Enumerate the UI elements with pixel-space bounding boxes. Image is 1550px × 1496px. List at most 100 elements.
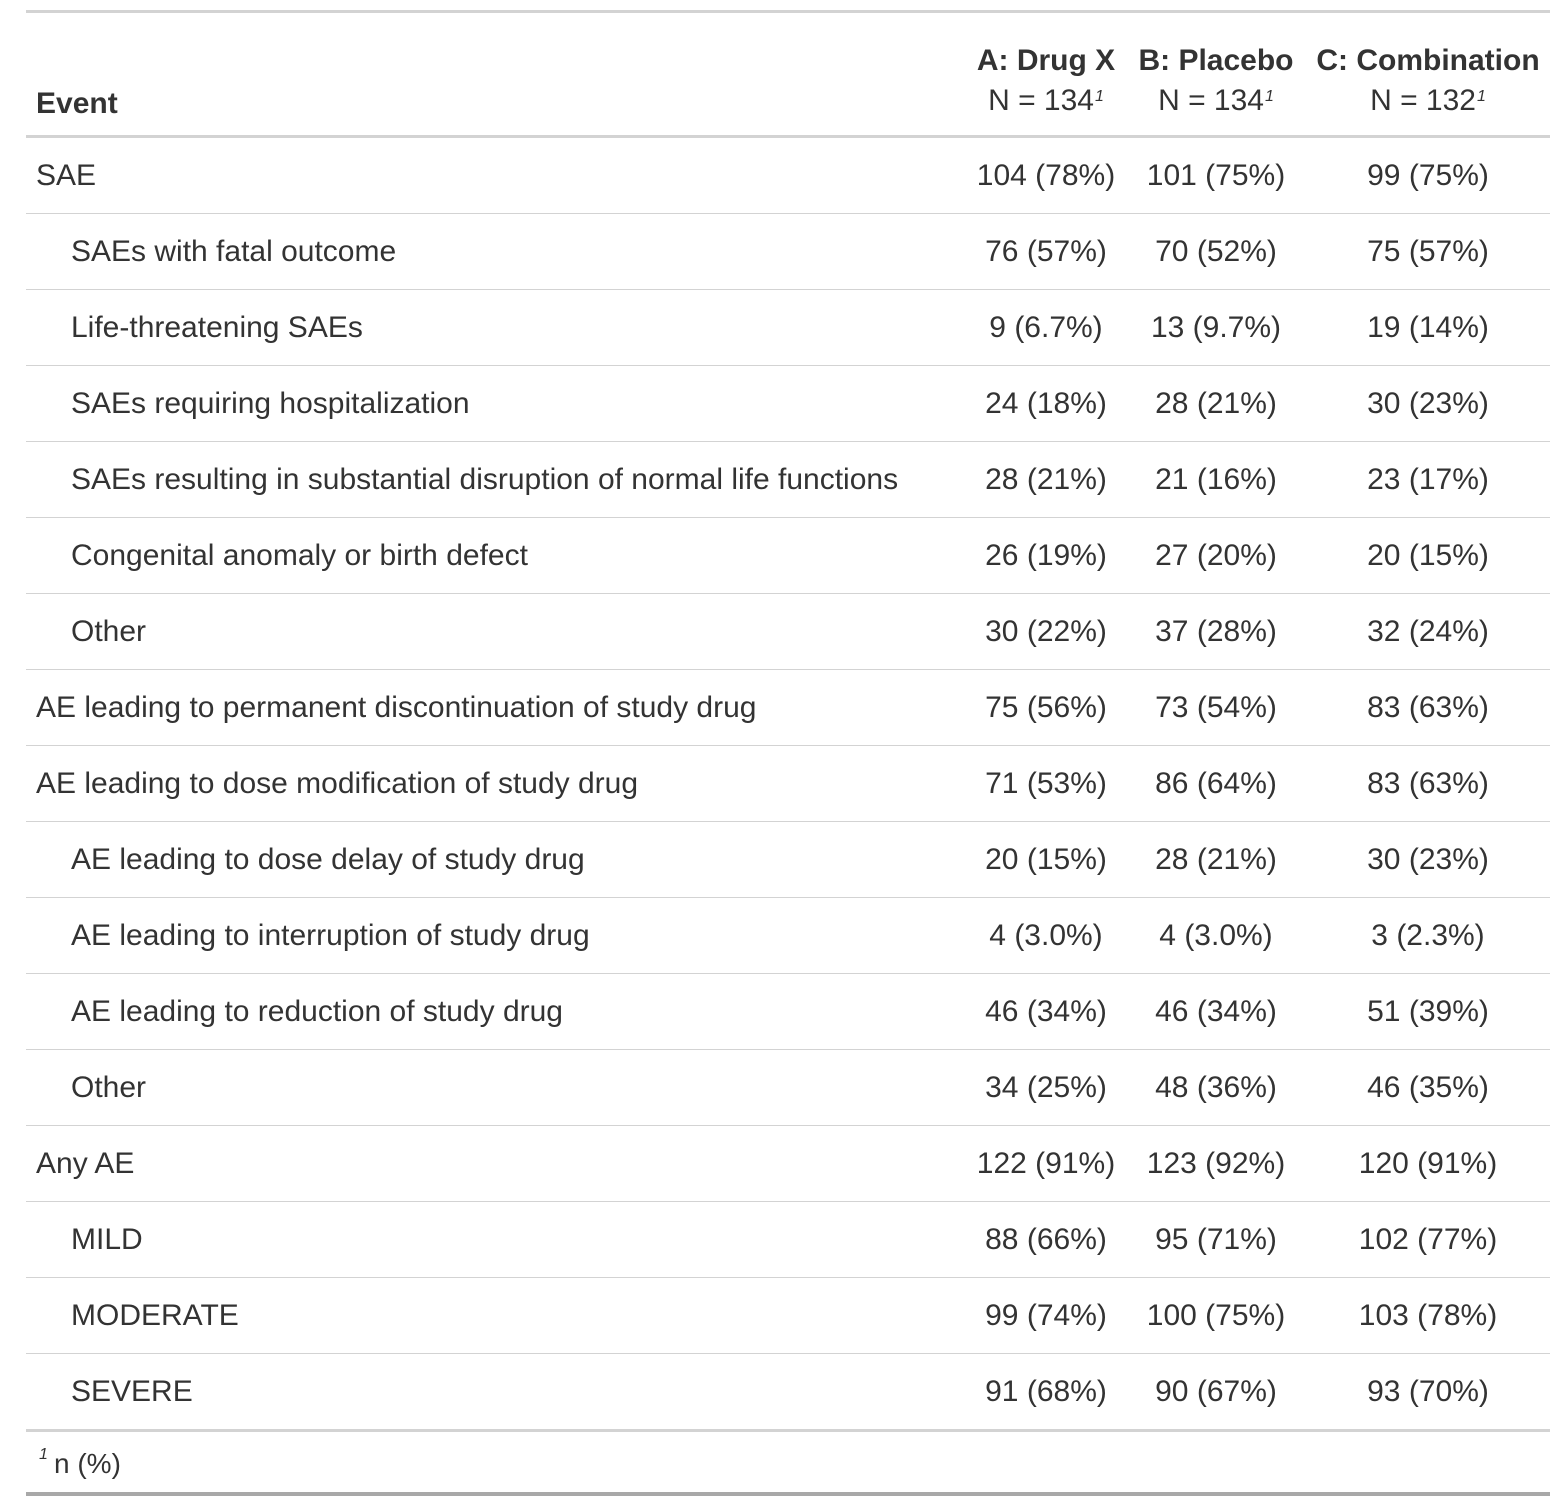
column-n-text: N = 134 — [1158, 84, 1264, 117]
table-row: Congenital anomaly or birth defect 26 (19… — [26, 517, 1550, 594]
row-label: AE leading to permanent discontinuation … — [26, 669, 966, 746]
row-label: SAEs with fatal outcome — [26, 213, 966, 290]
table-row: AE leading to dose delay of study drug 20… — [26, 821, 1550, 898]
row-label: AE leading to dose delay of study drug — [26, 821, 966, 898]
column-n-text: N = 134 — [988, 84, 1094, 117]
combination-value: 120 (91%) — [1306, 1125, 1550, 1202]
combination-value: 19 (14%) — [1306, 289, 1550, 366]
combination-value: 83 (63%) — [1306, 669, 1550, 746]
column-n: N = 1341 — [966, 81, 1126, 121]
row-label: MODERATE — [26, 1277, 966, 1354]
placebo-value: 46 (34%) — [1126, 973, 1306, 1050]
row-label: SAEs resulting in substantial disruption… — [26, 441, 966, 518]
table-body: SAE 104 (78%) 101 (75%) 99 (75%) SAEs with f… — [26, 136, 1550, 1432]
combination-value: 30 (23%) — [1306, 365, 1550, 442]
combination-value: 102 (77%) — [1306, 1201, 1550, 1278]
row-label: SAE — [26, 136, 966, 214]
footnote-marker: 1 — [39, 1446, 48, 1463]
footnote-marker: 1 — [1477, 88, 1486, 105]
drug-x-value: 88 (66%) — [966, 1201, 1126, 1278]
table-row: AE leading to reduction of study drug 46 … — [26, 973, 1550, 1050]
footnote-marker: 1 — [1095, 88, 1104, 105]
combination-value: 32 (24%) — [1306, 593, 1550, 670]
row-label: Other — [26, 1049, 966, 1126]
combination-value: 93 (70%) — [1306, 1353, 1550, 1432]
drug-x-value: 76 (57%) — [966, 213, 1126, 290]
placebo-value: 86 (64%) — [1126, 745, 1306, 822]
placebo-value: 21 (16%) — [1126, 441, 1306, 518]
column-header-drug-x: A: Drug X N = 1341 — [966, 10, 1126, 138]
drug-x-value: 99 (74%) — [966, 1277, 1126, 1354]
row-label: Any AE — [26, 1125, 966, 1202]
column-header-placebo: B: Placebo N = 1341 — [1126, 10, 1306, 138]
placebo-value: 101 (75%) — [1126, 136, 1306, 214]
combination-value: 51 (39%) — [1306, 973, 1550, 1050]
placebo-value: 13 (9.7%) — [1126, 289, 1306, 366]
table-row: MODERATE 99 (74%) 100 (75%) 103 (78%) — [26, 1277, 1550, 1354]
placebo-value: 95 (71%) — [1126, 1201, 1306, 1278]
drug-x-value: 28 (21%) — [966, 441, 1126, 518]
table-row: SAEs requiring hospitalization 24 (18%) 28… — [26, 365, 1550, 442]
header-row: Event A: Drug X N = 1341 B: Placebo N = … — [26, 10, 1550, 138]
combination-value: 83 (63%) — [1306, 745, 1550, 822]
placebo-value: 37 (28%) — [1126, 593, 1306, 670]
row-label: AE leading to dose modification of study… — [26, 745, 966, 822]
table-row: SAEs resulting in substantial disruption… — [26, 441, 1550, 518]
drug-x-value: 20 (15%) — [966, 821, 1126, 898]
table-row: SAE 104 (78%) 101 (75%) 99 (75%) — [26, 136, 1550, 214]
placebo-value: 90 (67%) — [1126, 1353, 1306, 1432]
placebo-value: 28 (21%) — [1126, 821, 1306, 898]
column-name: B: Placebo — [1138, 44, 1294, 77]
placebo-value: 73 (54%) — [1126, 669, 1306, 746]
adverse-events-summary-table: Event A: Drug X N = 1341 B: Placebo N = … — [26, 10, 1550, 1432]
drug-x-value: 122 (91%) — [966, 1125, 1126, 1202]
combination-value: 20 (15%) — [1306, 517, 1550, 594]
summary-table-container: Event A: Drug X N = 1341 B: Placebo N = … — [26, 10, 1550, 1496]
row-label: MILD — [26, 1201, 966, 1278]
footnote-text: n (%) — [54, 1448, 121, 1479]
placebo-value: 27 (20%) — [1126, 517, 1306, 594]
drug-x-value: 104 (78%) — [966, 136, 1126, 214]
row-label: Life-threatening SAEs — [26, 289, 966, 366]
column-name: C: Combination — [1316, 44, 1540, 77]
footnote-marker: 1 — [1265, 88, 1274, 105]
combination-value: 75 (57%) — [1306, 213, 1550, 290]
table-row: Other 34 (25%) 48 (36%) 46 (35%) — [26, 1049, 1550, 1126]
table-footnote: 1 n (%) — [26, 1432, 1550, 1496]
placebo-value: 48 (36%) — [1126, 1049, 1306, 1126]
combination-value: 99 (75%) — [1306, 136, 1550, 214]
table-row: Other 30 (22%) 37 (28%) 32 (24%) — [26, 593, 1550, 670]
table-row: SEVERE 91 (68%) 90 (67%) 93 (70%) — [26, 1353, 1550, 1432]
column-n: N = 1341 — [1126, 81, 1306, 121]
table-row: SAEs with fatal outcome 76 (57%) 70 (52%) 7… — [26, 213, 1550, 290]
drug-x-value: 75 (56%) — [966, 669, 1126, 746]
combination-value: 30 (23%) — [1306, 821, 1550, 898]
table-row: AE leading to dose modification of study… — [26, 745, 1550, 822]
row-label: SAEs requiring hospitalization — [26, 365, 966, 442]
combination-value: 3 (2.3%) — [1306, 897, 1550, 974]
drug-x-value: 46 (34%) — [966, 973, 1126, 1050]
event-column-header: Event — [26, 10, 966, 138]
placebo-value: 4 (3.0%) — [1126, 897, 1306, 974]
table-row: AE leading to permanent discontinuation … — [26, 669, 1550, 746]
column-n: N = 1321 — [1306, 81, 1550, 121]
drug-x-value: 24 (18%) — [966, 365, 1126, 442]
column-name: A: Drug X — [976, 44, 1116, 77]
placebo-value: 28 (21%) — [1126, 365, 1306, 442]
table-row: Any AE 122 (91%) 123 (92%) 120 (91%) — [26, 1125, 1550, 1202]
combination-value: 103 (78%) — [1306, 1277, 1550, 1354]
table-header: Event A: Drug X N = 1341 B: Placebo N = … — [26, 10, 1550, 138]
placebo-value: 70 (52%) — [1126, 213, 1306, 290]
placebo-value: 100 (75%) — [1126, 1277, 1306, 1354]
table-row: AE leading to interruption of study drug… — [26, 897, 1550, 974]
combination-value: 23 (17%) — [1306, 441, 1550, 518]
drug-x-value: 30 (22%) — [966, 593, 1126, 670]
row-label: AE leading to reduction of study drug — [26, 973, 966, 1050]
drug-x-value: 71 (53%) — [966, 745, 1126, 822]
drug-x-value: 4 (3.0%) — [966, 897, 1126, 974]
row-label: SEVERE — [26, 1353, 966, 1432]
column-n-text: N = 132 — [1370, 84, 1476, 117]
table-row: MILD 88 (66%) 95 (71%) 102 (77%) — [26, 1201, 1550, 1278]
row-label: Congenital anomaly or birth defect — [26, 517, 966, 594]
combination-value: 46 (35%) — [1306, 1049, 1550, 1126]
